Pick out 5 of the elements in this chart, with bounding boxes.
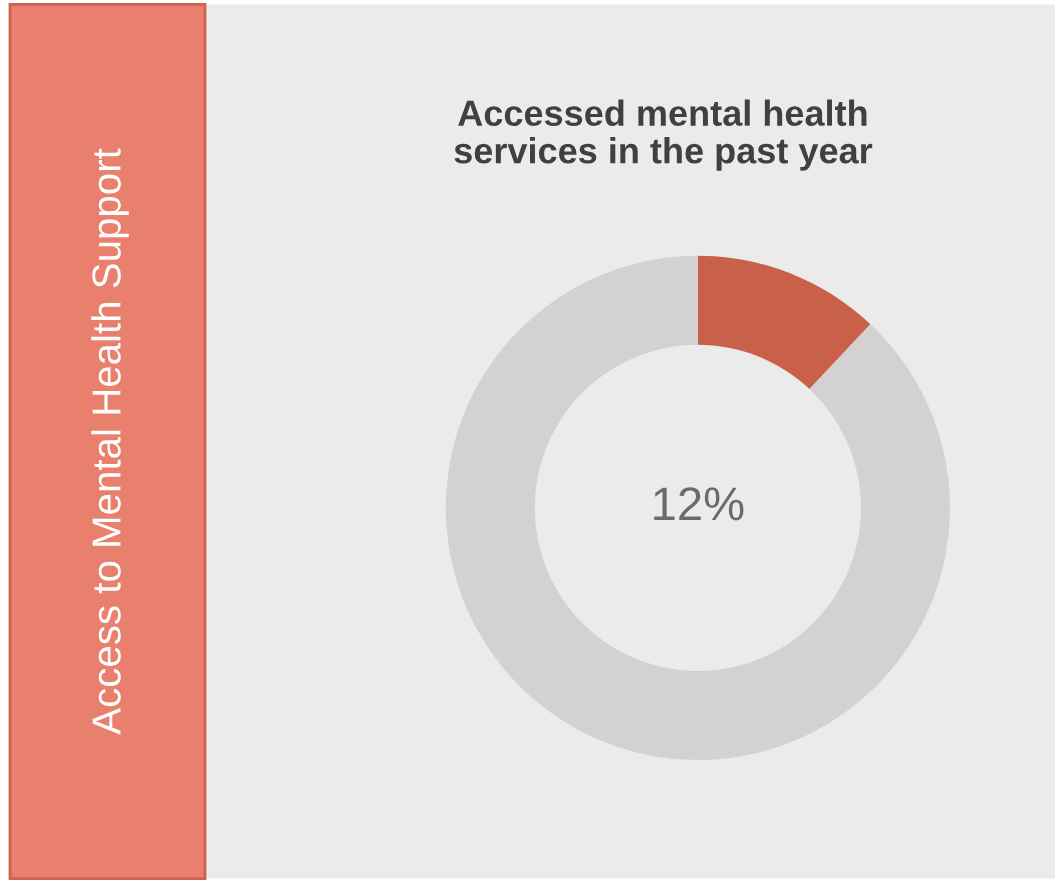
text: Access to Mental Health Support <box>91 148 129 735</box>
donut-slice <box>697 255 871 389</box>
text: 12% <box>654 487 744 521</box>
chart-title: Accessed mental health services in the past year <box>454 99 873 171</box>
donut-slice <box>445 255 950 760</box>
